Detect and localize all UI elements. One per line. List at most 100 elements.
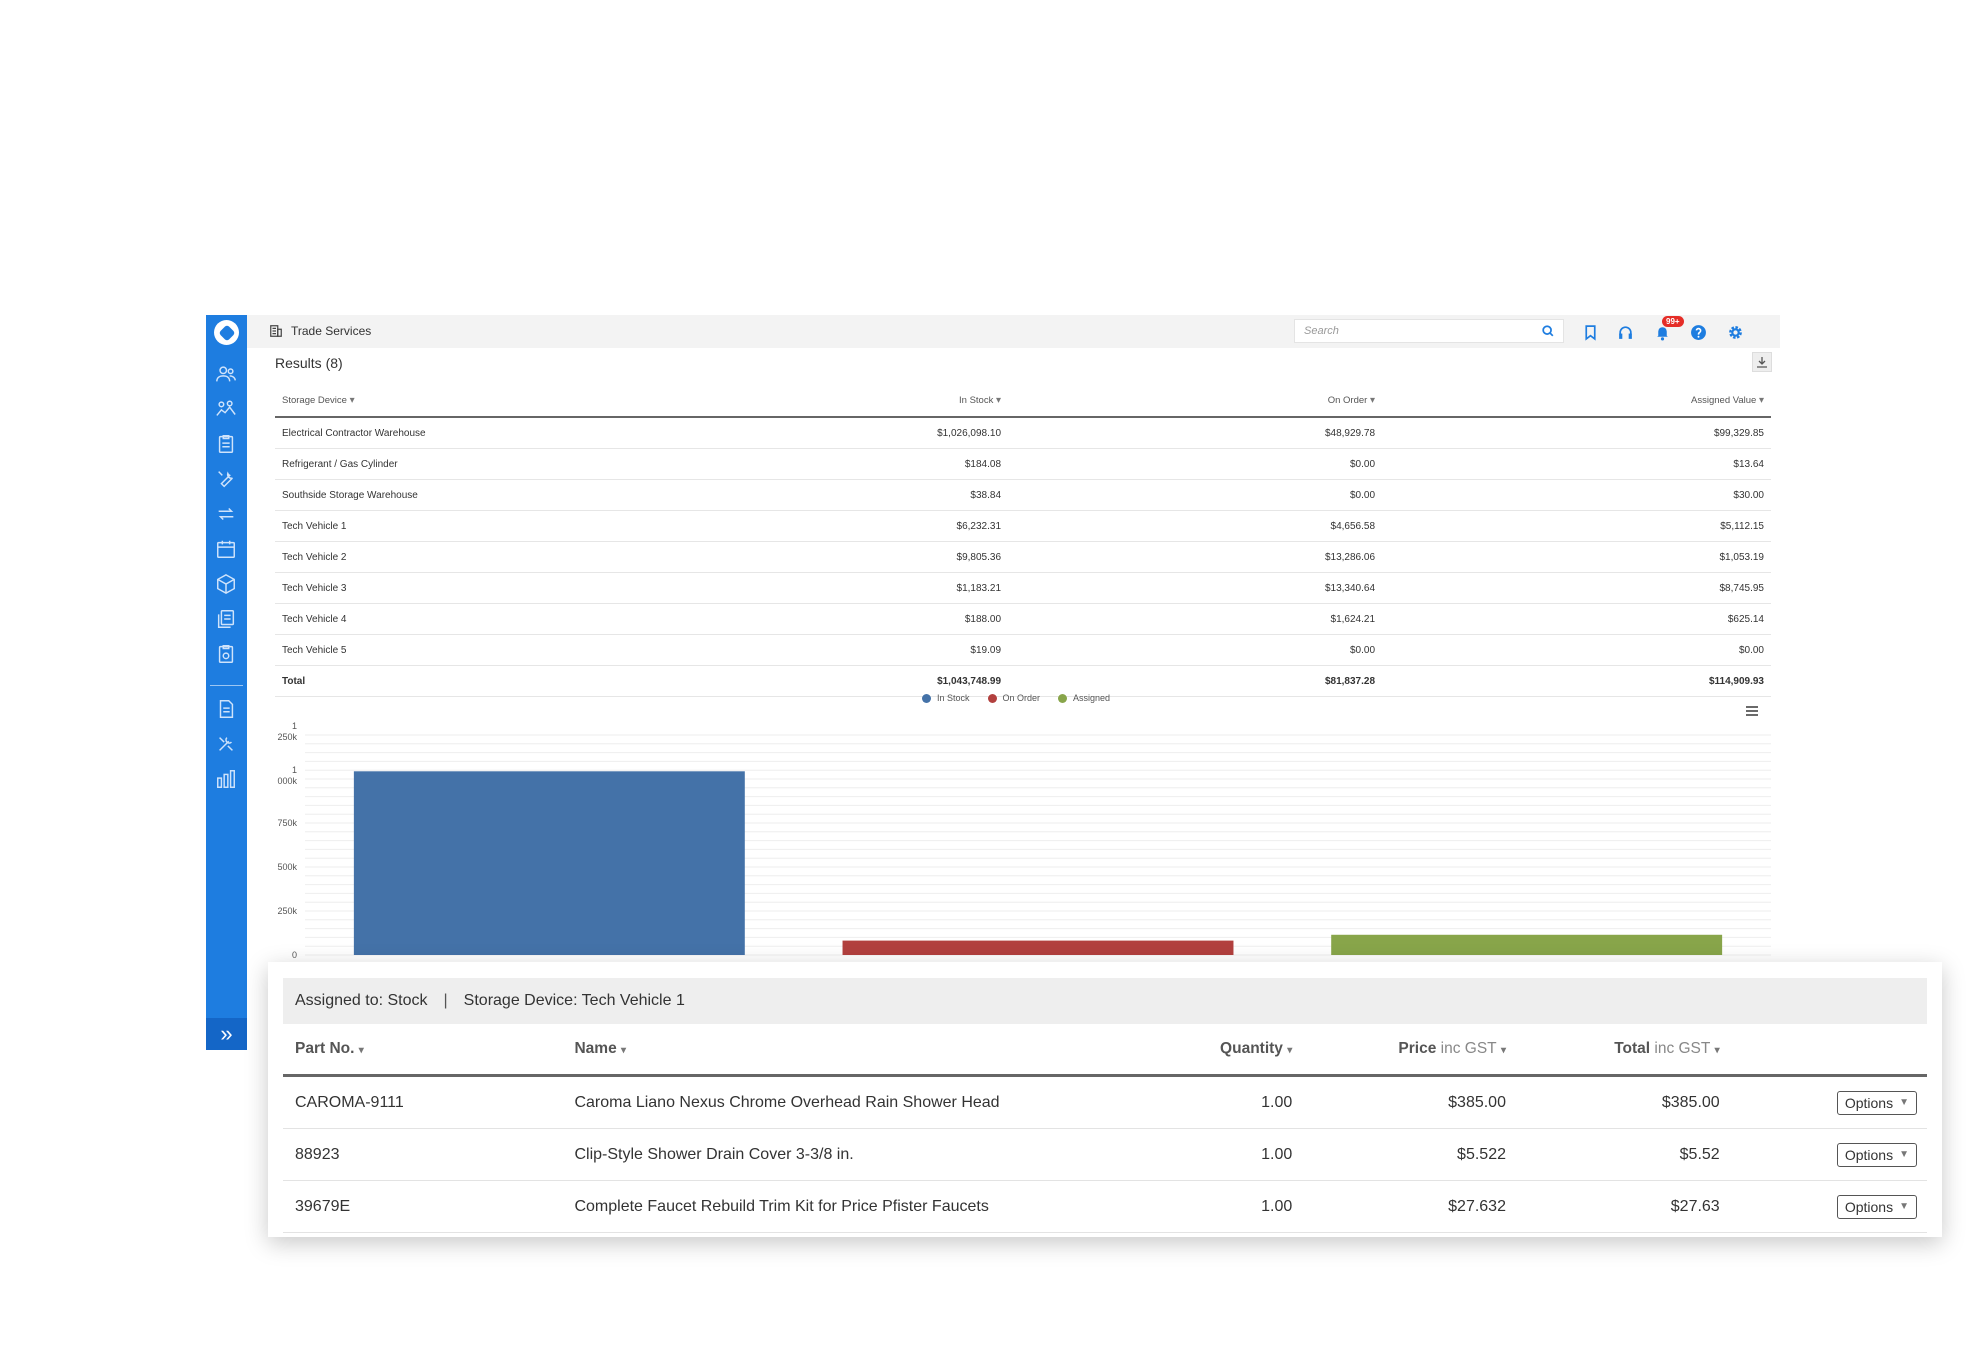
table-row[interactable]: Tech Vehicle 5 $19.09 $0.00 $0.00: [275, 634, 1771, 666]
caret-down-icon: ▼: [1899, 1201, 1909, 1212]
total-label: Total: [275, 665, 784, 697]
parts-header-row: Part No. ▾ Name ▾ Quantity ▾ Price inc G…: [283, 1024, 1927, 1077]
headset-icon[interactable]: [1615, 322, 1635, 342]
legend-dot-assigned: [1058, 693, 1068, 703]
bookmark-icon[interactable]: [1580, 322, 1600, 342]
column-header-in-stock[interactable]: In Stock ▾: [783, 384, 1009, 418]
tools-icon[interactable]: [214, 732, 238, 756]
bar-assigned[interactable]: [1331, 934, 1723, 955]
table-row[interactable]: Refrigerant / Gas Cylinder $184.08 $0.00…: [275, 448, 1771, 480]
in-stock-cell: $1,183.21: [783, 572, 1009, 604]
report-icon[interactable]: [214, 697, 238, 721]
bar-chart: 0 250k 500k 750k 1 000k 1 250k: [277, 721, 1771, 960]
quantity-cell: 1.00: [1121, 1075, 1303, 1129]
table-row[interactable]: Tech Vehicle 2 $9,805.36 $13,286.06 $1,0…: [275, 541, 1771, 573]
bar-on-order[interactable]: [842, 940, 1234, 955]
double-chevron-right-icon: »: [220, 1021, 233, 1046]
total-on-order: $81,837.28: [1008, 665, 1383, 697]
building-icon: [270, 325, 282, 337]
users-icon[interactable]: [214, 362, 238, 386]
legend-label: Assigned: [1073, 693, 1111, 703]
column-header-part-no[interactable]: Part No. ▾: [283, 1024, 563, 1077]
assigned-value-cell: $8,745.95: [1382, 572, 1771, 604]
team-icon[interactable]: [214, 397, 238, 421]
search-input[interactable]: Search: [1294, 319, 1564, 343]
table-row[interactable]: 39679E Complete Faucet Rebuild Trim Kit …: [283, 1180, 1927, 1233]
results-title: Results (8): [275, 355, 343, 371]
price-cell: $385.00: [1302, 1075, 1516, 1129]
column-header-quantity[interactable]: Quantity ▾: [1121, 1024, 1303, 1077]
table-row[interactable]: 88923 Clip-Style Shower Drain Cover 3-3/…: [283, 1128, 1927, 1181]
chart-menu-icon[interactable]: [1744, 703, 1760, 719]
checklist-icon[interactable]: [214, 642, 238, 666]
bar-in-stock[interactable]: [353, 771, 745, 955]
column-header-on-order[interactable]: On Order ▾: [1008, 384, 1383, 418]
table-row[interactable]: Tech Vehicle 3 $1,183.21 $13,340.64 $8,7…: [275, 572, 1771, 604]
wrench-icon[interactable]: [214, 467, 238, 491]
on-order-cell: $0.00: [1008, 634, 1383, 666]
results-header-row: Storage Device ▾ In Stock ▾ On Order ▾ A…: [275, 384, 1771, 418]
y-tick-label: 750k: [277, 818, 297, 828]
storage-device-cell: Tech Vehicle 2: [275, 541, 784, 573]
clipboard-icon[interactable]: [214, 432, 238, 456]
total-cell: $385.00: [1515, 1075, 1730, 1129]
sidebar: »: [206, 315, 247, 1050]
options-button[interactable]: Options ▼: [1836, 1194, 1917, 1219]
part-name-cell: Clip-Style Shower Drain Cover 3-3/8 in.: [562, 1128, 1122, 1181]
box-icon[interactable]: [214, 572, 238, 596]
parts-table: Part No. ▾ Name ▾ Quantity ▾ Price inc G…: [283, 1024, 1927, 1233]
storage-device-label: Storage Device: Tech Vehicle 1: [463, 992, 685, 1009]
column-header-storage-device[interactable]: Storage Device ▾: [275, 384, 784, 418]
options-button[interactable]: Options ▼: [1836, 1142, 1917, 1167]
legend-label: In Stock: [937, 693, 970, 703]
total-row: Total $1,043,748.99 $81,837.28 $114,909.…: [275, 665, 1771, 697]
total-in-stock: $1,043,748.99: [783, 665, 1009, 697]
column-header-price[interactable]: Price inc GST ▾: [1302, 1024, 1516, 1077]
gear-icon[interactable]: [1725, 322, 1745, 342]
legend-item-on-order[interactable]: On Order: [987, 693, 1041, 703]
chart-legend: In Stock On Order Assigned: [922, 693, 1110, 703]
bell-icon[interactable]: 99+: [1652, 316, 1684, 342]
column-header-name[interactable]: Name ▾: [562, 1024, 1122, 1077]
company-selector[interactable]: Trade Services: [269, 324, 371, 338]
quantity-cell: 1.00: [1121, 1180, 1303, 1233]
logo-icon[interactable]: [214, 320, 239, 345]
expand-sidebar-button[interactable]: »: [206, 1018, 247, 1050]
download-icon: [1757, 357, 1767, 368]
legend-dot-in-stock: [922, 693, 931, 703]
options-button[interactable]: Options ▼: [1836, 1090, 1917, 1115]
in-stock-cell: $184.08: [783, 448, 1009, 480]
part-name-cell: Complete Faucet Rebuild Trim Kit for Pri…: [562, 1180, 1122, 1233]
part-no-cell: 39679E: [283, 1180, 563, 1233]
search-icon[interactable]: [1541, 324, 1555, 338]
in-stock-cell: $6,232.31: [783, 510, 1009, 542]
download-button[interactable]: [1752, 352, 1772, 372]
column-header-assigned-value[interactable]: Assigned Value ▾: [1382, 384, 1771, 418]
y-tick-label: 0: [292, 950, 297, 960]
on-order-cell: $0.00: [1008, 448, 1383, 480]
in-stock-cell: $188.00: [783, 603, 1009, 635]
help-icon[interactable]: [1688, 322, 1708, 342]
company-name: Trade Services: [291, 324, 372, 338]
on-order-cell: $13,340.64: [1008, 572, 1383, 604]
bar-chart-icon[interactable]: [214, 767, 238, 791]
caret-down-icon: ▼: [1899, 1097, 1909, 1108]
sync-icon[interactable]: [214, 502, 238, 526]
app-window: » Trade Services Search 99+ Results (8): [206, 315, 1780, 1050]
price-cell: $27.632: [1302, 1180, 1516, 1233]
column-header-options: [1729, 1024, 1927, 1077]
table-row[interactable]: CAROMA-9111 Caroma Liano Nexus Chrome Ov…: [283, 1075, 1927, 1129]
legend-item-assigned[interactable]: Assigned: [1058, 693, 1110, 703]
table-row[interactable]: Electrical Contractor Warehouse $1,026,0…: [275, 417, 1771, 449]
table-row[interactable]: Tech Vehicle 1 $6,232.31 $4,656.58 $5,11…: [275, 510, 1771, 542]
column-header-total[interactable]: Total inc GST ▾: [1515, 1024, 1730, 1077]
documents-icon[interactable]: [214, 607, 238, 631]
legend-item-in-stock[interactable]: In Stock: [922, 693, 970, 703]
assigned-value-cell: $30.00: [1382, 479, 1771, 511]
table-row[interactable]: Tech Vehicle 4 $188.00 $1,624.21 $625.14: [275, 603, 1771, 635]
legend-label: On Order: [1002, 693, 1041, 703]
table-row[interactable]: Southside Storage Warehouse $38.84 $0.00…: [275, 479, 1771, 511]
calendar-icon[interactable]: [214, 537, 238, 561]
storage-device-cell: Tech Vehicle 4: [275, 603, 784, 635]
total-cell: $27.63: [1515, 1180, 1730, 1233]
